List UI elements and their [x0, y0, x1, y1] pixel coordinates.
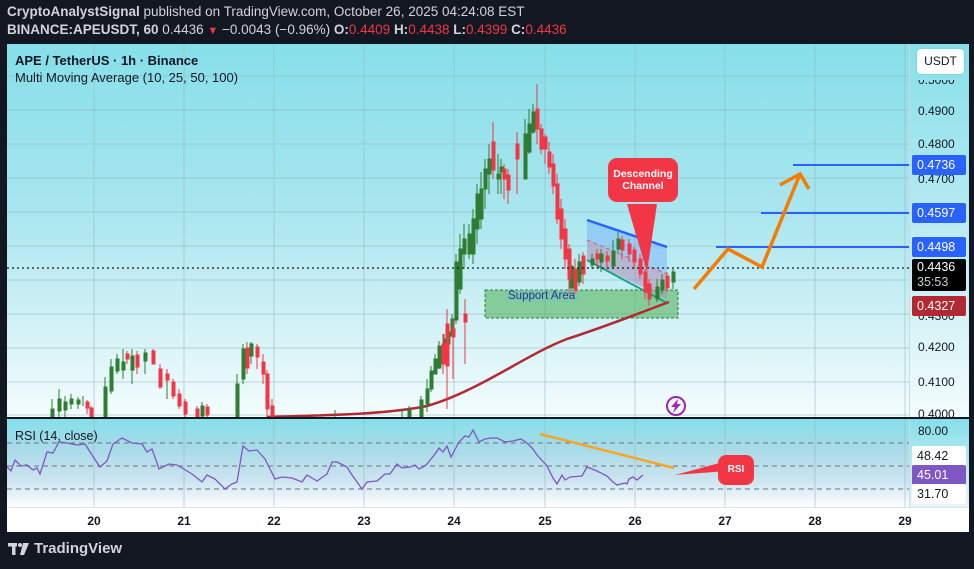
time-tick: 28 — [808, 514, 822, 528]
rsi-scale[interactable]: 80.00 48.42 45.01 31.70 — [909, 419, 969, 507]
bar-countdown: 35:53 — [917, 275, 949, 289]
price-tick: 0.4100 — [918, 375, 955, 389]
candlesticks — [50, 84, 676, 417]
channel-callout-pointer — [627, 204, 657, 272]
current-price-label: 0.4436 35:53 — [912, 259, 966, 291]
time-tick: 29 — [898, 514, 912, 528]
rsi-callout: RSI — [718, 455, 754, 485]
ohlc-close-value: 0.4436 — [525, 22, 567, 37]
time-tick: 20 — [87, 514, 101, 528]
tradingview-brand[interactable]: TradingView — [34, 540, 123, 557]
rsi-line — [7, 428, 644, 491]
time-tick: 26 — [628, 514, 642, 528]
time-tick: 22 — [267, 514, 281, 528]
publication-line: CryptoAnalystSignal published on Trading… — [7, 3, 567, 21]
currency-button[interactable]: USDT — [917, 49, 964, 74]
time-tick: 27 — [718, 514, 732, 528]
price-tick: 0.5000 — [918, 73, 955, 87]
rsi-level-lines — [7, 442, 909, 490]
down-arrow-icon: ▼ — [207, 25, 219, 37]
ohlc-low-value: 0.4399 — [466, 22, 508, 37]
publication-header: CryptoAnalystSignal published on Trading… — [7, 3, 567, 40]
ohlc-high-value: 0.4438 — [408, 22, 450, 37]
target-price-label-1: 0.4498 — [912, 237, 966, 257]
moving-average-price-label: 0.4327 — [912, 296, 966, 316]
target-price-label-2: 0.4597 — [912, 203, 966, 223]
price-chart-canvas — [7, 44, 909, 417]
ohlc-low-label: L: — [453, 22, 466, 37]
descending-channel-callout: Descending Channel — [608, 158, 678, 202]
time-tick: 25 — [538, 514, 552, 528]
price-tick: 0.4900 — [918, 104, 955, 118]
published-text: published on TradingView.com, October 26… — [139, 4, 525, 19]
rsi-level-label-low: 31.70 — [912, 484, 966, 504]
projection-arrow-head — [779, 171, 811, 190]
price-change: −0.0043 (−0.96%) — [222, 22, 331, 37]
tradingview-logo-icon — [8, 542, 29, 555]
channel-upper-line — [586, 218, 668, 249]
symbol-interval: BINANCE:APEUSDT, 60 — [7, 22, 159, 37]
pane-separator[interactable] — [7, 417, 969, 419]
rsi-chart-canvas — [7, 419, 909, 507]
time-tick: 24 — [447, 514, 461, 528]
lightning-icon — [666, 396, 686, 416]
symbol-title[interactable]: APE / TetherUS · 1h · Binance — [15, 53, 199, 68]
ohlc-close-label: C: — [511, 22, 526, 37]
rsi-divergence-line — [539, 432, 675, 470]
rsi-legend[interactable]: RSI (14, close) — [15, 429, 98, 443]
price-tick: 0.4800 — [918, 137, 955, 151]
target-price-label-3: 0.4736 — [912, 155, 966, 175]
ohlc-open-label: O: — [333, 22, 349, 37]
ohlc-open-value: 0.4409 — [348, 22, 391, 37]
rsi-pane[interactable]: RSI (14, close) RSI — [7, 419, 909, 507]
rsi-current-label: 45.01 — [912, 465, 966, 485]
last-price: 0.4436 — [162, 22, 204, 37]
rsi-tick-upper: 80.00 — [918, 424, 949, 438]
tradingview-footer: TradingView — [8, 540, 122, 557]
projection-arrow-path — [692, 173, 802, 291]
price-scale[interactable]: USDT 0.5000 0.4900 0.4800 0.4700 0.4300 … — [909, 44, 969, 421]
support-area-box — [484, 289, 679, 319]
support-area-label: Support Area — [505, 290, 579, 302]
rsi-level-label-mid: 48.42 — [912, 446, 966, 466]
ohlc-high-label: H: — [393, 22, 409, 37]
chart-container: APE / TetherUS · 1h · Binance Multi Movi… — [7, 44, 969, 532]
rsi-callout-pointer — [675, 461, 727, 475]
time-tick: 23 — [357, 514, 371, 528]
author-name[interactable]: CryptoAnalystSignal — [7, 4, 140, 19]
price-tick: 0.4700 — [918, 172, 955, 186]
current-price-value: 0.4436 — [917, 260, 956, 274]
price-pane[interactable]: APE / TetherUS · 1h · Binance Multi Movi… — [7, 44, 909, 417]
indicator-title[interactable]: Multi Moving Average (10, 25, 50, 100) — [15, 70, 239, 85]
chart-legend: APE / TetherUS · 1h · Binance Multi Movi… — [15, 52, 238, 86]
grid-lines — [7, 44, 909, 417]
moving-average-line — [266, 300, 670, 417]
symbol-quote-line: BINANCE:APEUSDT, 60 0.4436 ▼ −0.0043 (−0… — [7, 21, 567, 40]
time-axis[interactable]: 20 21 22 23 24 25 26 27 28 29 — [7, 507, 969, 532]
time-tick: 21 — [177, 514, 191, 528]
price-tick: 0.4200 — [918, 340, 955, 354]
channel-lower-line — [586, 259, 668, 304]
